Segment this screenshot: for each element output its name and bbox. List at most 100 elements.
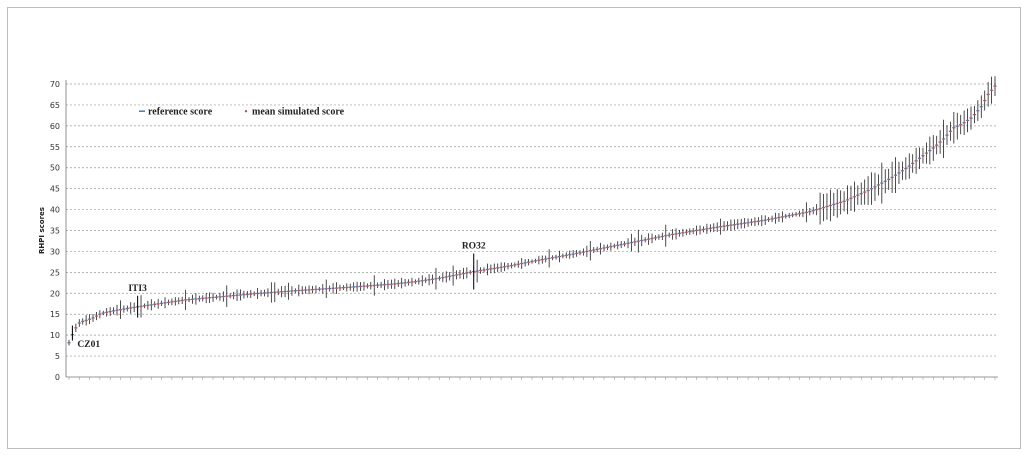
mean-simulated-score-point xyxy=(609,246,612,248)
mean-simulated-score-point xyxy=(246,293,249,296)
mean-simulated-score-point xyxy=(270,291,273,294)
mean-simulated-score-point xyxy=(682,232,684,234)
mean-simulated-score-point xyxy=(253,293,256,295)
mean-simulated-score-point xyxy=(716,226,719,229)
mean-simulated-score-point xyxy=(435,278,437,280)
mean-simulated-score-point xyxy=(812,210,815,212)
legend: reference score mean simulated score xyxy=(139,107,345,118)
mean-simulated-score-point xyxy=(815,208,818,211)
annotation-label-iti3: ITI3 xyxy=(128,284,147,294)
mean-simulated-score-point xyxy=(208,297,211,299)
mean-simulated-score-point xyxy=(935,144,938,147)
mean-simulated-score-point xyxy=(671,233,674,236)
mean-simulated-score-point xyxy=(877,184,880,187)
mean-simulated-score-point xyxy=(956,125,959,128)
mean-simulated-score-point xyxy=(891,176,894,179)
y-tick-label: 50 xyxy=(50,164,60,173)
mean-simulated-score-point xyxy=(167,301,170,304)
mean-simulated-score-point xyxy=(757,220,760,223)
mean-simulated-score-point xyxy=(699,229,701,232)
mean-simulated-score-point xyxy=(561,255,564,258)
mean-simulated-score-point xyxy=(980,106,983,108)
mean-simulated-score-point xyxy=(959,124,962,126)
mean-simulated-score-point xyxy=(802,212,804,215)
mean-simulated-score-point xyxy=(784,215,787,218)
mean-simulated-score-point xyxy=(263,292,266,295)
mean-simulated-score-point xyxy=(630,241,633,244)
mean-simulated-score-point xyxy=(688,231,691,233)
mean-simulated-score-point xyxy=(637,240,640,243)
mean-simulated-score-point xyxy=(229,295,232,298)
mean-simulated-score-point xyxy=(579,252,581,254)
mean-simulated-score-point xyxy=(860,193,863,195)
mean-simulated-score-point xyxy=(870,188,873,190)
mean-simulated-score-point xyxy=(483,269,485,272)
mean-simulated-score-point xyxy=(284,290,286,293)
mean-simulated-score-point xyxy=(184,299,187,302)
mean-simulated-score-point xyxy=(664,235,667,237)
mean-simulated-score-point xyxy=(527,261,530,264)
mean-simulated-score-point xyxy=(983,99,986,102)
mean-simulated-score-point xyxy=(826,205,828,208)
mean-simulated-score-point xyxy=(966,119,969,122)
mean-simulated-score-point xyxy=(603,247,605,250)
mean-simulated-score-point xyxy=(510,264,513,267)
mean-simulated-score-point xyxy=(215,296,218,299)
mean-simulated-score-point xyxy=(592,249,595,252)
mean-simulated-score-point xyxy=(743,222,746,225)
mean-simulated-score-point xyxy=(774,217,777,220)
mean-simulated-score-point xyxy=(856,194,859,197)
mean-simulated-score-point xyxy=(342,287,345,289)
mean-simulated-score-point xyxy=(146,304,149,307)
mean-simulated-score-point xyxy=(201,297,204,300)
mean-simulated-score-point xyxy=(568,254,571,256)
mean-simulated-score-point xyxy=(393,283,396,286)
mean-simulated-score-point xyxy=(949,130,952,133)
mean-simulated-score-point xyxy=(222,295,225,298)
mean-simulated-score-point xyxy=(767,218,770,221)
mean-simulated-score-point xyxy=(904,167,907,170)
mean-simulated-score-point xyxy=(411,281,413,284)
mean-simulated-score-point xyxy=(311,288,314,291)
mean-simulated-score-point xyxy=(297,289,300,292)
mean-simulated-score-point xyxy=(558,255,561,258)
mean-simulated-score-point xyxy=(678,232,681,235)
mean-simulated-score-point xyxy=(668,234,671,237)
mean-simulated-score-point xyxy=(129,307,132,310)
annotation-label-cz01: CZ01 xyxy=(77,340,100,350)
mean-simulated-score-point xyxy=(212,296,214,299)
y-tick-label: 55 xyxy=(50,143,60,152)
mean-simulated-score-point xyxy=(730,224,732,227)
mean-simulated-score-point xyxy=(507,265,509,268)
mean-simulated-score-point xyxy=(260,292,262,295)
mean-simulated-score-point xyxy=(465,272,468,275)
mean-simulated-score-point xyxy=(788,214,791,217)
y-tick-label: 25 xyxy=(50,268,60,277)
mean-simulated-score-point xyxy=(476,270,479,273)
mean-simulated-score-point xyxy=(685,231,688,234)
mean-simulated-score-point xyxy=(723,225,725,228)
mean-simulated-score-point xyxy=(390,283,393,286)
mean-simulated-score-point xyxy=(939,141,942,144)
mean-simulated-score-point xyxy=(736,223,739,226)
mean-simulated-score-point xyxy=(239,294,242,297)
mean-simulated-score-point xyxy=(414,281,417,283)
mean-simulated-score-point xyxy=(832,203,835,206)
mean-simulated-score-point xyxy=(750,221,753,224)
mean-simulated-score-point xyxy=(321,288,324,291)
legend-label-mean: mean simulated score xyxy=(252,107,345,118)
mean-simulated-score-point xyxy=(517,263,520,266)
mean-simulated-score-point xyxy=(537,259,540,262)
mean-simulated-score-point xyxy=(572,253,575,256)
y-tick-label: 65 xyxy=(50,101,60,110)
mean-simulated-score-point xyxy=(863,191,866,194)
mean-simulated-score-point xyxy=(318,288,321,291)
mean-simulated-score-point xyxy=(140,305,142,308)
mean-simulated-score-point xyxy=(376,284,379,287)
annotation-label-ro32: RO32 xyxy=(462,242,486,252)
mean-simulated-score-point xyxy=(754,221,756,223)
mean-simulated-score-point xyxy=(291,290,293,293)
mean-simulated-score-point xyxy=(459,273,461,276)
mean-simulated-score-point xyxy=(582,251,585,254)
mean-simulated-score-point xyxy=(513,264,516,267)
